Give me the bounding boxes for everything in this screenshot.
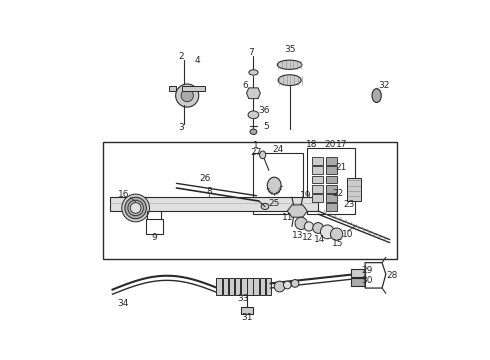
Ellipse shape [261, 203, 269, 210]
Text: 33: 33 [238, 294, 249, 303]
Ellipse shape [277, 60, 302, 69]
Bar [326, 157, 337, 165]
Circle shape [295, 217, 307, 230]
Ellipse shape [372, 89, 381, 103]
Ellipse shape [278, 75, 301, 86]
Text: 6: 6 [243, 81, 248, 90]
Text: 18: 18 [306, 140, 318, 149]
Circle shape [283, 281, 291, 289]
Text: 25: 25 [269, 199, 280, 208]
Text: 26: 26 [199, 174, 211, 183]
Text: 30: 30 [361, 276, 372, 285]
Bar [312, 194, 323, 202]
Text: 7: 7 [248, 48, 254, 57]
Bar [102, 142, 397, 259]
Text: 2: 2 [178, 52, 184, 61]
Text: 4: 4 [195, 56, 200, 65]
Circle shape [304, 222, 314, 231]
Text: 5: 5 [264, 122, 270, 131]
Bar [241, 278, 246, 295]
Bar [326, 176, 337, 183]
Bar [312, 176, 323, 183]
Text: 34: 34 [117, 299, 128, 308]
Bar [217, 278, 222, 295]
Text: 16: 16 [118, 190, 130, 199]
Bar [266, 278, 271, 295]
Circle shape [181, 89, 194, 102]
Circle shape [330, 228, 343, 240]
Ellipse shape [248, 111, 259, 119]
Text: 15: 15 [332, 239, 344, 248]
Text: 24: 24 [272, 145, 284, 154]
Bar [247, 278, 253, 295]
Bar [326, 194, 337, 202]
Ellipse shape [249, 70, 258, 75]
Ellipse shape [268, 177, 281, 194]
Circle shape [313, 222, 323, 233]
Text: 36: 36 [258, 107, 270, 116]
Bar [326, 203, 337, 211]
Text: 23: 23 [343, 201, 355, 210]
Circle shape [274, 281, 285, 292]
Ellipse shape [260, 151, 266, 159]
Polygon shape [182, 86, 205, 91]
Text: 22: 22 [333, 189, 344, 198]
Bar [110, 197, 318, 211]
Bar [253, 278, 259, 295]
Bar [253, 153, 303, 214]
Bar [351, 269, 365, 276]
Bar [241, 306, 253, 314]
Circle shape [320, 225, 334, 239]
Text: 29: 29 [361, 266, 372, 275]
Bar [351, 278, 365, 286]
Circle shape [130, 203, 141, 213]
Bar [347, 178, 361, 201]
Circle shape [128, 200, 143, 216]
Text: 10: 10 [342, 230, 353, 239]
Text: 28: 28 [386, 271, 398, 280]
Text: 9: 9 [151, 233, 157, 242]
Text: 31: 31 [242, 313, 253, 322]
Circle shape [125, 197, 147, 219]
Text: 21: 21 [336, 163, 347, 172]
Bar [222, 278, 228, 295]
Bar [229, 278, 234, 295]
Circle shape [122, 194, 149, 222]
Text: 8: 8 [206, 186, 212, 195]
Circle shape [175, 84, 199, 107]
Bar [235, 278, 240, 295]
Text: 35: 35 [284, 45, 295, 54]
Bar [260, 278, 265, 295]
Bar [307, 148, 355, 214]
Polygon shape [246, 88, 260, 99]
Ellipse shape [250, 129, 257, 134]
Bar [312, 157, 323, 165]
Text: 14: 14 [314, 235, 325, 244]
Text: 11: 11 [282, 213, 293, 222]
Bar [326, 166, 337, 174]
Text: 12: 12 [302, 233, 313, 242]
Text: 17: 17 [336, 140, 347, 149]
Polygon shape [287, 205, 307, 217]
Text: 20: 20 [325, 140, 336, 149]
Circle shape [291, 280, 299, 287]
Bar [312, 166, 323, 174]
Text: 27: 27 [251, 148, 262, 157]
Text: 19: 19 [300, 191, 312, 200]
Bar [312, 185, 323, 193]
Text: 32: 32 [379, 81, 390, 90]
Polygon shape [169, 86, 176, 91]
Bar [146, 219, 163, 234]
Text: 1: 1 [253, 141, 259, 150]
Bar [326, 185, 337, 193]
Text: 3: 3 [178, 123, 184, 132]
Text: 13: 13 [292, 231, 303, 240]
